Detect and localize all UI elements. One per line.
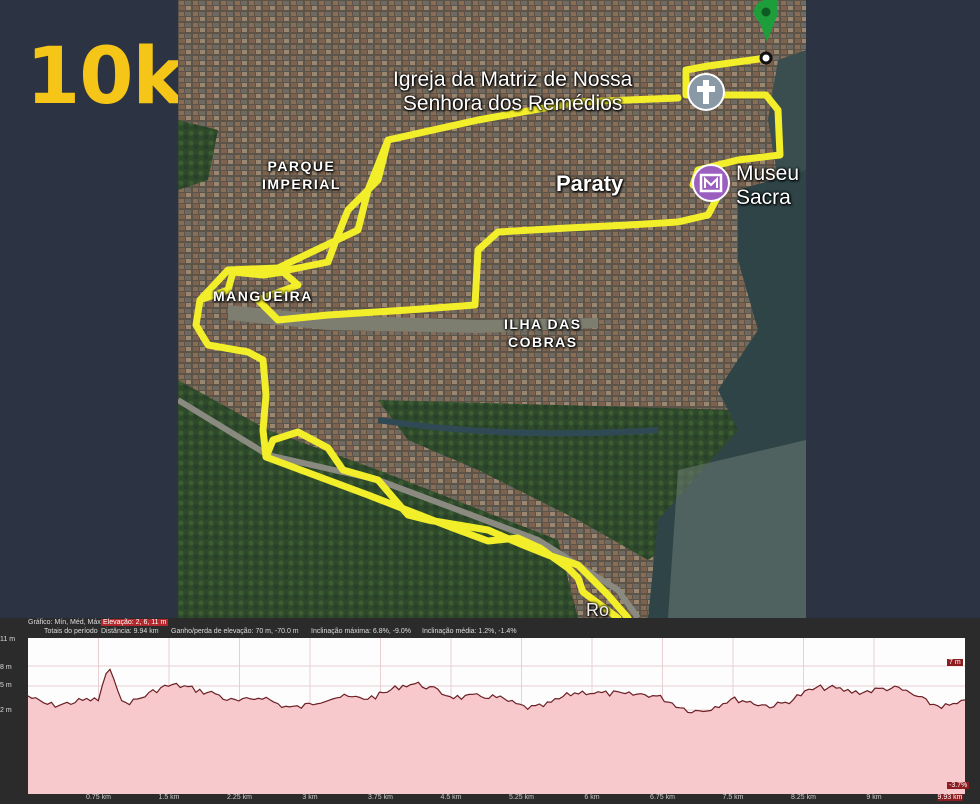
page-title: 10k: [26, 32, 184, 122]
label-parque-imperial: PARQUE IMPERIAL: [262, 157, 341, 193]
x-tick-label: 3 km: [302, 794, 318, 801]
x-tick-label: 6 km: [584, 794, 600, 801]
mudflat: [668, 440, 806, 618]
label-parque-imperial-line2: IMPERIAL: [262, 176, 341, 193]
label-museu: Museu Sacra: [736, 162, 799, 209]
gps-route: [192, 54, 784, 618]
label-museu-line1: Museu: [736, 162, 800, 185]
x-tick-label: 3.75 km: [368, 794, 393, 801]
stat-inc-max: Inclinação máxima: 6.8%, -9.0%: [311, 628, 411, 635]
x-tick-label: 6.75 km: [650, 794, 675, 801]
museum-icon[interactable]: [692, 164, 730, 202]
y-label-2: 2 m: [0, 707, 12, 714]
y-label-11: 11 m: [0, 636, 16, 643]
label-igreja: Igreja da Matriz de Nossa Senhora dos Re…: [393, 68, 632, 115]
stat-elevacao: Elevação: 2, 6, 11 m: [101, 619, 169, 626]
x-tick-label: 8.25 km: [791, 794, 816, 801]
label-road: Ro: [586, 600, 610, 618]
stat-grafico: Gráfico: Mín, Méd, Máx: [28, 619, 101, 626]
x-tick-label: 5.25 km: [509, 794, 534, 801]
stat-inc-media: Inclinação média: 1.2%, -1.4%: [422, 628, 517, 635]
label-ilha-line2: COBRAS: [507, 334, 578, 351]
river: [377, 417, 659, 437]
x-tick-label: 9 km: [866, 794, 882, 801]
x-tick-label: 4.5 km: [440, 794, 462, 801]
label-paraty: Paraty: [556, 171, 624, 196]
elevation-plot[interactable]: [28, 638, 965, 794]
elevation-chart[interactable]: Gráfico: Mín, Méd, Máx Elevação: 2, 6, 1…: [0, 618, 980, 804]
stat-ganho: Ganho/perda de elevação: 70 m, -70.0 m: [171, 628, 299, 635]
highway: [178, 397, 641, 618]
start-marker-icon[interactable]: [754, 0, 778, 65]
stat-distancia: Distância: 9.94 km: [101, 628, 159, 635]
cross-icon[interactable]: [687, 73, 725, 111]
label-parque-imperial-line1: PARQUE: [267, 158, 336, 174]
x-tick-label: 0.75 km: [86, 794, 111, 801]
y-label-5: 5 m: [0, 682, 12, 689]
x-tick-label: 1.5 km: [158, 794, 180, 801]
current-elevation-badge: 7 m: [947, 659, 963, 666]
elevation-stats: Gráfico: Mín, Méd, Máx Elevação: 2, 6, 1…: [0, 618, 980, 636]
north-block: [178, 0, 358, 140]
current-slope-badge: -3.7%: [947, 782, 970, 789]
label-igreja-line1: Igreja da Matriz de Nossa: [393, 68, 633, 91]
x-tick-label: 7.5 km: [722, 794, 744, 801]
label-ilha-line1: ILHA DAS: [504, 316, 582, 332]
park-trees: [178, 120, 218, 190]
airstrip: [228, 305, 598, 333]
label-ilha-das-cobras: ILHA DAS COBRAS: [504, 315, 582, 351]
label-mangueira: MANGUEIRA: [213, 288, 313, 304]
label-igreja-line2: Senhora dos Remédios: [402, 91, 623, 115]
stat-totais: Totais do período: [44, 628, 98, 635]
elevation-line: [28, 668, 965, 714]
route-map[interactable]: PARQUE IMPERIAL MANGUEIRA ILHA DAS COBRA…: [178, 0, 806, 618]
x-label-end: 9.93 km: [937, 794, 963, 801]
elevation-fill: [28, 669, 965, 794]
satellite-map[interactable]: [178, 0, 806, 618]
x-tick-label: 2.25 km: [227, 794, 252, 801]
y-label-8: 8 m: [0, 664, 12, 671]
label-museu-line2: Sacra: [736, 185, 791, 209]
